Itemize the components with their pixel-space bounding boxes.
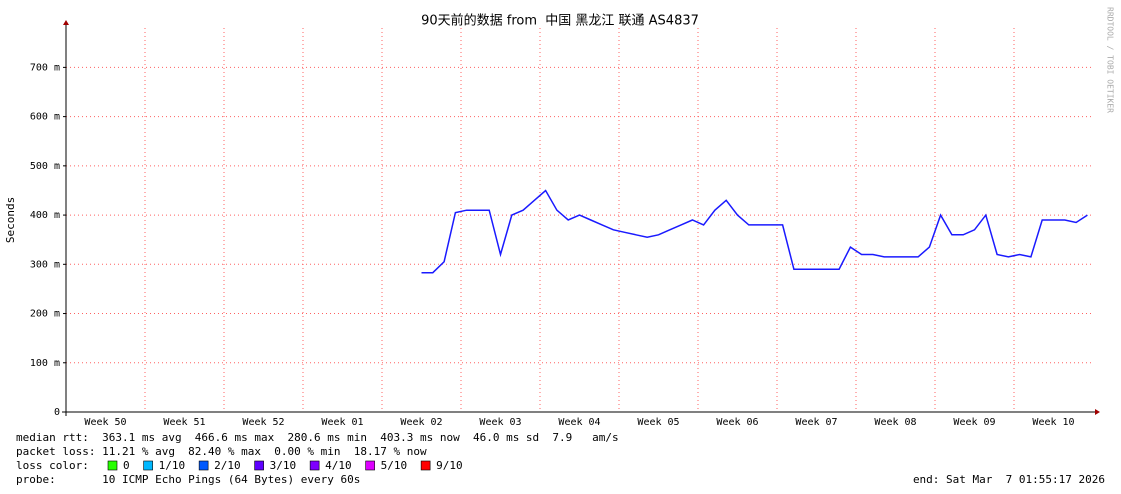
legend-label: 3/10: [270, 459, 297, 472]
y-tick-label: 700 m: [30, 62, 60, 73]
y-tick-label: 300 m: [30, 259, 60, 270]
chart-title: 90天前的数据 from 中国 黑龙江 联通 AS4837: [421, 13, 699, 29]
x-tick-label: Week 08: [874, 417, 916, 428]
y-tick-label: 0: [54, 407, 60, 418]
y-tick-label: 600 m: [30, 112, 60, 123]
x-tick-label: Week 06: [716, 417, 758, 428]
legend-swatch: [420, 460, 431, 471]
x-tick-label: Week 04: [558, 417, 600, 428]
y-tick-label: 100 m: [30, 358, 60, 369]
x-tick-label: Week 51: [163, 417, 205, 428]
legend-swatch: [254, 460, 264, 471]
axis-arrow: [1095, 409, 1100, 415]
x-tick-label: Week 10: [1032, 417, 1074, 428]
y-axis-label: Seconds: [4, 197, 17, 243]
x-tick-label: Week 09: [953, 417, 995, 428]
y-tick-label: 500 m: [30, 161, 60, 172]
loss-legend-label: loss color:: [16, 459, 89, 472]
legend-label: 4/10: [325, 459, 352, 472]
stats-line: median rtt: 363.1 ms avg 466.6 ms max 28…: [16, 431, 619, 444]
end-time: end: Sat Mar 7 01:55:17 2026: [913, 473, 1105, 486]
x-tick-label: Week 07: [795, 417, 837, 428]
median-line: [421, 189, 1088, 274]
legend-label: 1/10: [159, 459, 186, 472]
y-tick-label: 200 m: [30, 309, 60, 320]
legend-swatch: [309, 460, 320, 471]
probe-line: probe: 10 ICMP Echo Pings (64 Bytes) eve…: [16, 473, 360, 486]
legend-swatch: [107, 460, 118, 471]
legend-label: 5/10: [381, 459, 408, 472]
legend-label: 0: [123, 459, 130, 472]
x-tick-label: Week 01: [321, 417, 363, 428]
legend-label: 9/10: [436, 459, 463, 472]
legend-label: 2/10: [214, 459, 241, 472]
legend-swatch: [143, 460, 153, 471]
x-tick-label: Week 02: [400, 417, 442, 428]
y-tick-label: 400 m: [30, 210, 60, 221]
x-tick-label: Week 52: [242, 417, 284, 428]
side-label: RRDTOOL / TOBI OETIKER: [1106, 7, 1115, 113]
legend-swatch: [365, 460, 375, 471]
x-tick-label: Week 50: [84, 417, 126, 428]
stats-line: packet loss: 11.21 % avg 82.40 % max 0.0…: [16, 445, 427, 458]
legend-swatch: [198, 460, 209, 471]
axis-arrow: [63, 20, 69, 25]
x-tick-label: Week 05: [637, 417, 679, 428]
x-tick-label: Week 03: [479, 417, 521, 428]
